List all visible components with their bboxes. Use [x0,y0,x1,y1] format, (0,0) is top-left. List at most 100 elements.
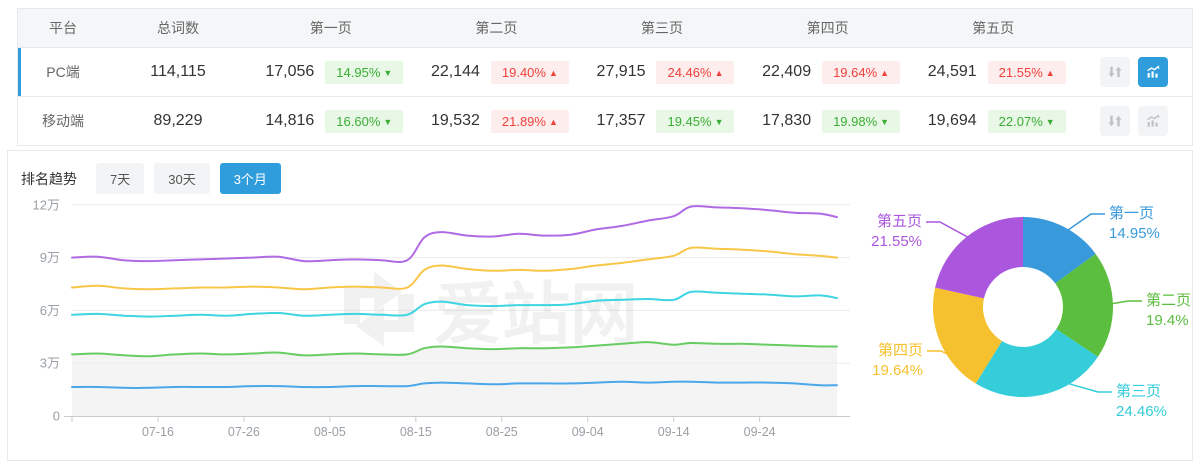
up-triangle-icon: ▲ [548,116,558,127]
x-axis-label: 08-15 [400,425,432,439]
page-count-value: 14,816 [265,112,315,129]
column-header: 第四页 [806,20,849,36]
page-count-cell: 19,694 22.07% ▼ [910,109,1076,133]
column-header: 第三页 [640,20,683,36]
range-tab-7天[interactable]: 7天 [96,163,145,194]
percent-change-badge: 22.07% ▼ [987,109,1066,133]
page-count-value: 19,532 [430,112,480,129]
percent-change-badge: 14.95% ▼ [325,60,404,84]
table-row[interactable]: 移动端 89,229 14,816 16.60% ▼ 19,532 21.89% ▲ 17,35… [18,96,1192,145]
donut-label-name: 第一页 [1109,204,1154,222]
table-body: PC端 114,115 17,056 14.95% ▼ 22,144 19.40% ▲ 27,9… [18,47,1192,145]
donut-label-leader [927,350,950,356]
range-tab-3个月[interactable]: 3个月 [219,163,281,194]
percent-change-badge: 19.40% ▲ [490,60,569,84]
up-triangle-icon: ▲ [880,67,890,78]
watermark-logo: 爱站网 [344,272,638,353]
percent-change-badge: 19.98% ▼ [822,109,901,133]
page-count-cell: 22,409 19.64% ▲ [745,60,911,84]
donut-label-leader [926,221,970,239]
percent-change-badge: 19.45% ▼ [656,109,735,133]
y-axis-label: 6万 [40,303,60,318]
trend-line-第四页 [71,246,838,291]
sort-button[interactable] [1100,57,1130,87]
page-count-cell: 22,144 19.40% ▲ [414,60,580,84]
donut-slice-第四页[interactable] [933,287,1002,384]
donut-label-percent: 19.64% [872,362,923,379]
platform-label: 移动端 [42,113,84,129]
page-count-value: 19,694 [927,112,977,129]
y-axis-label: 0 [53,409,60,424]
y-axis-label: 12万 [33,197,60,212]
donut-label-percent: 24.46% [1116,403,1167,420]
column-header: 第二页 [475,20,518,36]
percent-change-badge: 19.64% ▲ [822,60,901,84]
donut-slice-第一页[interactable] [1023,217,1096,284]
percent-change-badge: 21.89% ▲ [490,109,569,133]
show-trend-chart-button[interactable] [1138,106,1168,136]
percent-change-badge: 16.60% ▼ [325,109,404,133]
page-count-cell: 14,816 16.60% ▼ [248,109,414,133]
page-count-cell: 27,915 24.46% ▲ [579,60,745,84]
page-count-value: 17,830 [762,112,812,129]
donut-label-name: 第四页 [878,341,923,359]
range-tabs: 7天 30天 3个月 [96,163,291,194]
donut-label-percent: 19.4% [1146,312,1189,329]
up-triangle-icon: ▲ [714,67,724,78]
page-count-cell: 17,056 14.95% ▼ [248,60,414,84]
donut-label-leader [1066,382,1112,393]
page-count-cell: 17,830 19.98% ▼ [745,109,911,133]
up-triangle-icon: ▲ [548,67,558,78]
x-axis-label: 09-14 [658,425,690,439]
donut-label-percent: 21.55% [871,233,922,250]
donut-label-name: 第五页 [877,212,922,230]
trend-section: 排名趋势 7天 30天 3个月 爱站网 0 3万 6万 9万 12万 07-16 07-26 08-… [7,150,1193,461]
table-row[interactable]: PC端 114,115 17,056 14.95% ▼ 22,144 19.40% ▲ 27,9… [18,47,1192,96]
y-axis-label: 9万 [40,250,60,265]
column-header: 平台 [49,20,77,36]
down-triangle-icon: ▼ [383,116,393,127]
range-tab-30天[interactable]: 30天 [154,163,210,194]
donut-slice-第三页[interactable] [975,329,1098,397]
row-actions [1076,106,1192,136]
area-fill [72,342,837,416]
donut-label-leader [1066,213,1105,232]
down-triangle-icon: ▼ [714,116,724,127]
donut-slice-第二页[interactable] [1055,253,1113,357]
down-triangle-icon: ▼ [1045,116,1055,127]
page-count-value: 24,591 [927,63,977,80]
page-count-cell: 19,532 21.89% ▲ [414,109,580,133]
show-trend-chart-button[interactable] [1138,57,1168,87]
x-axis-label: 07-16 [142,425,174,439]
up-triangle-icon: ▲ [1045,67,1055,78]
x-axis-label: 08-25 [486,425,518,439]
x-axis-label: 09-04 [572,425,604,439]
watermark-text: 爱站网 [434,277,638,353]
down-triangle-icon: ▼ [880,116,890,127]
sort-arrows-icon [1108,66,1122,78]
column-header: 第一页 [309,20,352,36]
row-actions [1076,57,1192,87]
donut-slice-第五页[interactable] [935,217,1023,299]
bar-chart-icon [1147,114,1160,127]
sort-arrows-icon [1108,115,1122,127]
page-count-value: 17,357 [596,112,646,129]
table-header: 平台 总词数 第一页 第二页 第三页 第四页 第五页 [18,9,1192,47]
bar-chart-icon [1147,65,1160,78]
sort-button[interactable] [1100,106,1130,136]
column-header: 总词数 [157,20,199,36]
page-count-value: 22,409 [762,63,812,80]
trend-line-第三页 [71,290,838,318]
platform-label: PC端 [46,64,80,80]
donut-label-name: 第二页 [1146,291,1191,309]
percent-change-badge: 24.46% ▲ [656,60,735,84]
trend-line-第二页 [71,341,838,358]
percent-change-badge: 21.55% ▲ [987,60,1066,84]
page-count-cell: 24,591 21.55% ▲ [910,60,1076,84]
trend-line-chart: 爱站网 0 3万 6万 9万 12万 07-16 07-26 08-05 08-15 08-25 09… [33,197,850,439]
x-axis-label: 09-24 [744,425,776,439]
page-count-value: 27,915 [596,63,646,80]
page-count-cell: 17,357 19.45% ▼ [579,109,745,133]
page-count-value: 22,144 [430,63,480,80]
keyword-rank-table: 平台 总词数 第一页 第二页 第三页 第四页 第五页 PC端 114,115 17,056 14.… [17,8,1193,146]
